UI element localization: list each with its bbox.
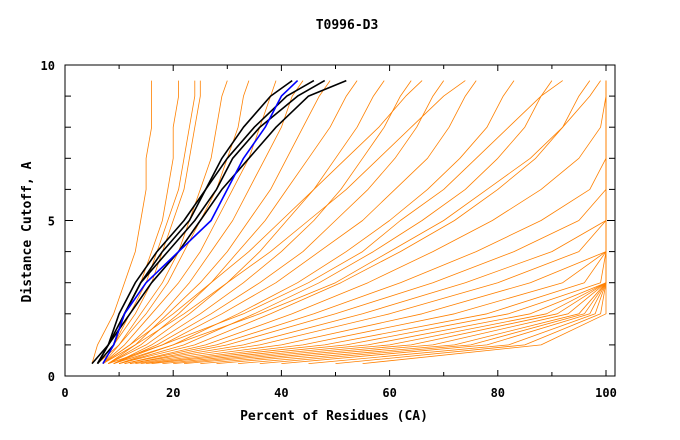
- series-line-other-39: [102, 80, 423, 364]
- x-tick-label: 80: [491, 386, 505, 400]
- x-tick-label: 100: [595, 386, 617, 400]
- x-tick-label: 40: [274, 386, 288, 400]
- y-tick-label: 10: [41, 59, 55, 73]
- series-line-other-17: [124, 80, 607, 364]
- series-line-other-8: [108, 80, 331, 364]
- series-line-other-2: [97, 80, 196, 364]
- axis-ticks: [64, 64, 615, 377]
- series-line-other-9: [108, 80, 358, 364]
- series-line-other-18: [124, 80, 607, 364]
- series-line-other-3: [97, 80, 201, 364]
- series-line-other-29: [216, 80, 607, 364]
- y-tick-label: 0: [48, 370, 55, 384]
- series-line-other-11: [113, 80, 412, 364]
- series-line-highlight-43: [91, 79, 293, 365]
- tick-labels: 0 20 40 60 80 100 0 5 10: [41, 59, 617, 400]
- series-line-other-36: [108, 80, 563, 364]
- x-axis-label: Percent of Residues (CA): [240, 409, 428, 424]
- series-line-other-25: [162, 80, 607, 364]
- series-line-best-44: [102, 80, 299, 365]
- series-line-other-35: [362, 80, 607, 364]
- series-line-other-7: [102, 80, 304, 364]
- x-tick-label: 60: [382, 386, 396, 400]
- series-line-other-30: [238, 80, 607, 364]
- chart-title: T0996-D3: [316, 18, 379, 33]
- curves: [91, 79, 607, 365]
- x-tick-label: 20: [166, 386, 180, 400]
- series-line-other-0: [91, 80, 153, 364]
- series-line-other-6: [102, 80, 277, 364]
- series-line-other-10: [108, 80, 385, 364]
- series-line-highlight-40: [96, 79, 315, 365]
- series-line-other-33: [308, 80, 607, 364]
- series-line-other-38: [102, 80, 466, 364]
- series-line-other-13: [113, 80, 477, 364]
- y-axis-label: Distance Cutoff, A: [20, 161, 35, 302]
- series-line-other-14: [118, 80, 515, 364]
- series-line-highlight-42: [96, 79, 347, 365]
- series-line-other-37: [113, 80, 601, 364]
- series-line-other-16: [119, 80, 591, 364]
- x-tick-label: 0: [61, 386, 68, 400]
- y-tick-label: 5: [48, 215, 55, 229]
